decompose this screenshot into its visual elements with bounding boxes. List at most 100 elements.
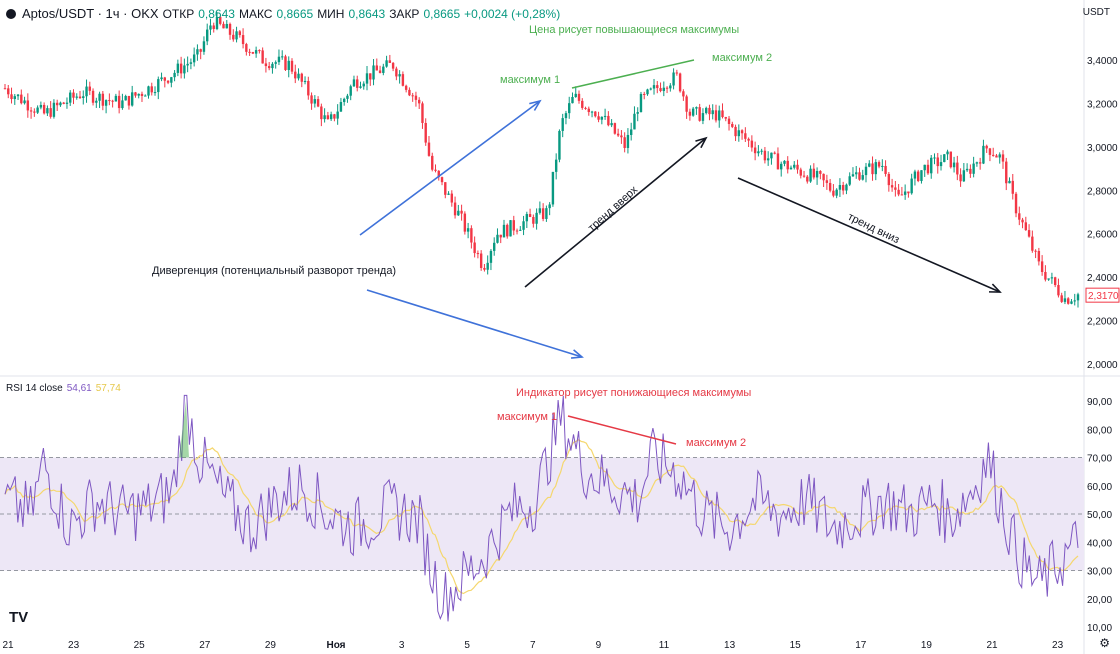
candle-body bbox=[36, 107, 39, 113]
open-label: ОТКР bbox=[162, 6, 195, 21]
candle-body bbox=[375, 65, 378, 71]
candle-body bbox=[639, 93, 643, 113]
candle-body bbox=[711, 110, 714, 115]
candle-body bbox=[698, 107, 701, 121]
candle-body bbox=[721, 110, 724, 118]
candle-body bbox=[114, 95, 118, 102]
trend-down-arrow-head bbox=[988, 283, 1002, 293]
candle-body bbox=[763, 150, 767, 161]
price-tick-label: 2,0000 bbox=[1087, 360, 1118, 371]
rsi-top-note: Индикатор рисует понижающиеся максимумы bbox=[516, 387, 751, 399]
candle-body bbox=[760, 150, 763, 152]
candle-body bbox=[251, 52, 255, 54]
candle-body bbox=[294, 71, 297, 79]
candle-body bbox=[509, 220, 512, 237]
low-value: 0,8643 bbox=[348, 6, 386, 21]
candle-body bbox=[519, 229, 522, 231]
settings-gear-icon[interactable]: ⚙ bbox=[1099, 636, 1110, 650]
x-tick-label: 17 bbox=[855, 640, 867, 651]
candle-body bbox=[186, 63, 189, 66]
currency-label[interactable]: USDT bbox=[1082, 7, 1110, 18]
x-tick-label: 23 bbox=[1052, 640, 1064, 651]
candle-body bbox=[796, 164, 799, 170]
rsi-label[interactable]: RSI 14 close bbox=[6, 383, 63, 394]
last-price-label: 2,3170 bbox=[1088, 291, 1119, 302]
candle-body bbox=[734, 126, 737, 137]
candle-body bbox=[55, 102, 59, 106]
candle-body bbox=[75, 96, 78, 98]
candle-body bbox=[678, 73, 682, 92]
rsi-max1-label: максимум 1 bbox=[497, 411, 557, 423]
candle-body bbox=[219, 16, 222, 24]
price-max2-label: максимум 2 bbox=[712, 52, 772, 64]
symbol-title[interactable]: Aptos/USDT · 1ч · OKX bbox=[22, 6, 159, 21]
candle-body bbox=[812, 168, 816, 178]
candle-body bbox=[13, 96, 16, 100]
candle-body bbox=[150, 86, 153, 93]
candle-body bbox=[1011, 180, 1014, 194]
x-tick-label: 29 bbox=[265, 640, 277, 651]
candle-body bbox=[173, 72, 176, 78]
candle-body bbox=[431, 155, 434, 170]
candle-body bbox=[326, 115, 330, 120]
candle-body bbox=[512, 220, 515, 231]
candle-body bbox=[424, 122, 427, 143]
candle-body bbox=[1034, 250, 1037, 252]
candle-body bbox=[1060, 295, 1063, 302]
candle-body bbox=[1031, 236, 1034, 251]
rsi-max2-label: максимум 2 bbox=[686, 437, 746, 449]
candle-body bbox=[241, 35, 245, 45]
candle-body bbox=[789, 167, 793, 170]
candle-body bbox=[101, 93, 105, 106]
trend-up-arrow bbox=[524, 137, 707, 288]
candle-body bbox=[685, 96, 688, 112]
candle-body bbox=[479, 253, 483, 268]
candle-body bbox=[571, 96, 574, 104]
candle-body bbox=[157, 79, 160, 93]
candle-body bbox=[646, 89, 649, 95]
candle-body bbox=[916, 171, 920, 181]
price-tick-label: 2,4000 bbox=[1087, 273, 1118, 284]
candle-body bbox=[828, 182, 832, 191]
candle-body bbox=[238, 31, 242, 36]
candle-body bbox=[85, 86, 88, 97]
candle-body bbox=[568, 103, 571, 114]
candle-body bbox=[329, 114, 333, 120]
candle-body bbox=[965, 168, 969, 171]
candle-body bbox=[69, 92, 72, 103]
candle-body bbox=[541, 208, 545, 219]
candle-body bbox=[561, 118, 564, 131]
candle-body bbox=[496, 234, 499, 243]
candle-body bbox=[600, 116, 604, 120]
candle-body bbox=[1008, 180, 1011, 184]
candle-body bbox=[871, 163, 874, 175]
candle-body bbox=[740, 130, 744, 134]
candle-body bbox=[978, 162, 982, 164]
rsi-tick-label: 80,00 bbox=[1087, 425, 1112, 436]
candle-body bbox=[281, 56, 284, 58]
candle-body bbox=[988, 148, 992, 155]
candle-body bbox=[773, 152, 776, 154]
candle-body bbox=[440, 177, 444, 183]
candle-body bbox=[20, 94, 23, 104]
candle-body bbox=[780, 163, 783, 170]
candle-body bbox=[342, 98, 346, 103]
candle-body bbox=[708, 107, 711, 115]
tradingview-logo[interactable]: TV bbox=[9, 609, 29, 626]
candle-body bbox=[982, 145, 985, 164]
candle-body bbox=[398, 74, 401, 77]
candle-body bbox=[130, 92, 134, 106]
x-tick-label: 21 bbox=[986, 640, 998, 651]
price-tick-label: 3,0000 bbox=[1087, 143, 1118, 154]
candle-body bbox=[196, 49, 199, 55]
divergence-arrow-up-head bbox=[529, 99, 542, 111]
high-value: 0,8665 bbox=[276, 6, 314, 21]
candle-body bbox=[284, 56, 287, 70]
candle-body bbox=[336, 111, 339, 119]
divergence-label: Дивергенция (потенциальный разворот трен… bbox=[152, 265, 396, 277]
rsi-tick-label: 70,00 bbox=[1087, 454, 1112, 465]
candle-body bbox=[581, 100, 584, 108]
candle-body bbox=[111, 100, 114, 102]
price-tick-label: 2,8000 bbox=[1087, 186, 1118, 197]
